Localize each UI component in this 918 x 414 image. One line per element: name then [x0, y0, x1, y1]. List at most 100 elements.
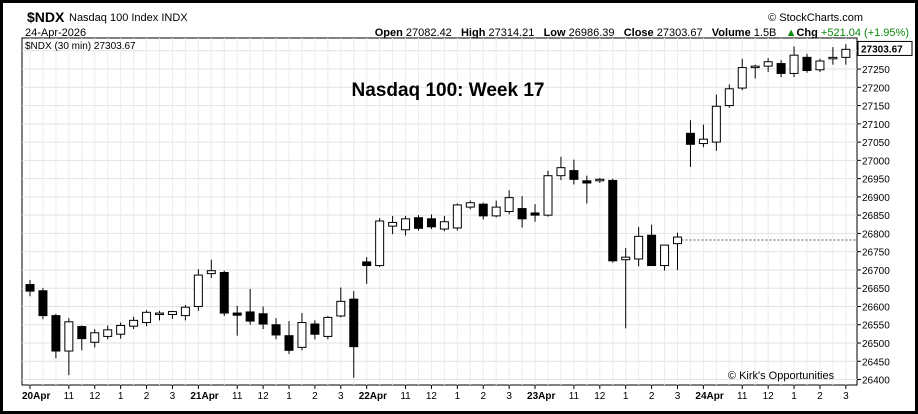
- chart-title: Nasdaq 100: Week 17: [352, 80, 545, 101]
- candle-down: [349, 298, 359, 348]
- y-tick-label: 26450: [862, 357, 890, 368]
- x-tick-label: 11: [569, 391, 580, 402]
- candle-down: [426, 218, 436, 228]
- x-tick-label: 1: [791, 391, 797, 402]
- x-tick-label: 1: [623, 391, 629, 402]
- plot-area: [21, 37, 858, 386]
- candle-up: [167, 311, 177, 316]
- candle-up: [323, 316, 333, 337]
- exchange-code: INDX: [161, 12, 188, 24]
- y-tick-label: 27200: [862, 83, 890, 94]
- x-tick-label: 22Apr: [359, 391, 387, 402]
- candle-up: [439, 221, 449, 230]
- y-tick-label: 26850: [862, 211, 890, 222]
- x-tick-label: 3: [843, 391, 849, 402]
- candle-up: [103, 329, 113, 337]
- open-value: 27082.42: [405, 27, 452, 39]
- candle-down: [219, 271, 229, 314]
- y-tick-label: 27100: [862, 120, 890, 131]
- chart-date: 24-Apr-2026: [25, 27, 87, 39]
- y-tick-label: 26700: [862, 266, 890, 277]
- candle-up: [180, 306, 190, 317]
- y-tick-label: 26600: [862, 302, 890, 313]
- candle-up: [336, 300, 346, 317]
- low-value: 26986.39: [568, 27, 615, 39]
- x-tick-label: 12: [763, 391, 775, 402]
- y-tick-label: 26550: [862, 321, 890, 332]
- chart-annotation: © Kirk's Opportunities: [728, 370, 835, 382]
- candle-up: [504, 197, 514, 212]
- candle-down: [38, 290, 48, 317]
- x-tick-label: 3: [338, 391, 344, 402]
- ticker-symbol: $NDX: [27, 9, 65, 25]
- x-tick-label: 12: [594, 391, 606, 402]
- open-label: Open: [374, 27, 403, 39]
- x-tick-label: 20Apr: [22, 391, 50, 402]
- candle-down: [802, 56, 812, 72]
- x-tick-label: 12: [258, 391, 270, 402]
- candle-up: [401, 218, 411, 231]
- candle-down: [569, 170, 579, 180]
- close-value: 27303.67: [656, 27, 703, 39]
- low-label: Low: [543, 27, 566, 39]
- candle-up: [634, 235, 644, 260]
- candle-up: [660, 244, 670, 267]
- candle-up: [388, 221, 398, 227]
- chg-label: Chg: [796, 27, 818, 39]
- candle-down: [414, 217, 423, 229]
- candle-up: [711, 105, 721, 143]
- x-tick-label: 11: [737, 391, 748, 402]
- x-tick-label: 1: [455, 391, 461, 402]
- candle-up: [465, 202, 475, 208]
- source-credit: © StockCharts.com: [768, 12, 863, 24]
- x-tick-label: 11: [232, 391, 243, 402]
- y-tick-label: 26800: [862, 229, 890, 240]
- y-tick-label: 26750: [862, 248, 890, 259]
- x-tick-label: 12: [89, 391, 101, 402]
- candle-up: [90, 332, 100, 343]
- x-tick-label: 2: [144, 391, 150, 402]
- y-tick-label: 27050: [862, 138, 890, 149]
- y-tick-label: 26650: [862, 284, 890, 295]
- y-tick-label: 26500: [862, 339, 890, 350]
- x-tick-label: 2: [817, 391, 823, 402]
- x-tick-label: 1: [118, 391, 124, 402]
- candle-down: [685, 132, 695, 145]
- candle-up: [375, 220, 385, 267]
- candle-down: [258, 313, 268, 325]
- up-arrow-icon: ▲: [785, 27, 797, 39]
- x-tick-label: 3: [675, 391, 681, 402]
- candle-up: [698, 138, 708, 145]
- candlestick-chart: 26400 26450 26500 26550 26600 26650 26700 26750…: [21, 37, 913, 402]
- candle-down: [647, 234, 657, 267]
- candle-down: [232, 312, 242, 316]
- x-tick-label: 2: [312, 391, 318, 402]
- candle-up: [828, 56, 838, 60]
- candle-up: [206, 270, 216, 275]
- x-tick-label: 24Apr: [695, 391, 723, 402]
- y-tick-label: 26900: [862, 193, 890, 204]
- candle-up: [297, 322, 307, 348]
- high-value: 27314.21: [488, 27, 535, 39]
- candle-up: [763, 61, 773, 67]
- close-label: Close: [623, 27, 654, 39]
- candle-up: [129, 319, 139, 327]
- x-tick-label: 2: [480, 391, 486, 402]
- x-tick-label: 3: [506, 391, 512, 402]
- last-price-box: [857, 40, 913, 56]
- candle-down: [776, 63, 786, 74]
- ohlc-summary: Open 27082.42 High 27314.21 Low 26986.39…: [375, 27, 909, 39]
- candle-down: [362, 261, 372, 267]
- candle-down: [517, 208, 527, 220]
- index-name-text: Nasdaq 100 Index: [69, 12, 159, 24]
- candle-up: [193, 274, 203, 307]
- candle-down: [25, 284, 35, 292]
- x-tick-label: 23Apr: [527, 391, 555, 402]
- x-tick-label: 12: [426, 391, 438, 402]
- chart-frame: $NDX Nasdaq 100 Index INDX 24-Apr-2026 ©…: [3, 3, 915, 411]
- volume-value: 1.5B: [753, 27, 777, 39]
- candle-down: [608, 179, 618, 262]
- x-tick-label: 11: [64, 391, 75, 402]
- candle-down: [478, 203, 488, 217]
- candle-down: [245, 311, 255, 322]
